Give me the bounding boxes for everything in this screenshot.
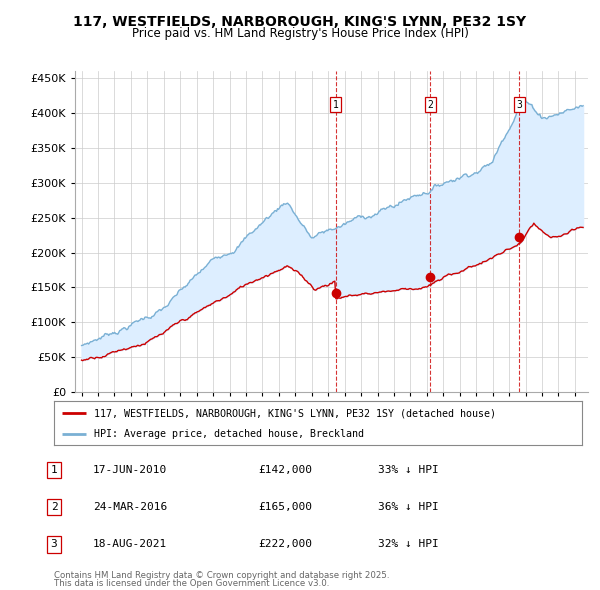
Text: 24-MAR-2016: 24-MAR-2016	[93, 502, 167, 512]
Text: 2: 2	[428, 100, 433, 110]
Text: £142,000: £142,000	[258, 465, 312, 475]
Text: 3: 3	[50, 539, 58, 549]
Text: 117, WESTFIELDS, NARBOROUGH, KING'S LYNN, PE32 1SY: 117, WESTFIELDS, NARBOROUGH, KING'S LYNN…	[73, 15, 527, 29]
Text: 3: 3	[517, 100, 523, 110]
Text: 18-AUG-2021: 18-AUG-2021	[93, 539, 167, 549]
Text: 1: 1	[50, 465, 58, 475]
Text: 36% ↓ HPI: 36% ↓ HPI	[378, 502, 439, 512]
Text: Price paid vs. HM Land Registry's House Price Index (HPI): Price paid vs. HM Land Registry's House …	[131, 27, 469, 40]
Text: £222,000: £222,000	[258, 539, 312, 549]
Text: 32% ↓ HPI: 32% ↓ HPI	[378, 539, 439, 549]
Text: 2: 2	[50, 502, 58, 512]
Text: 117, WESTFIELDS, NARBOROUGH, KING'S LYNN, PE32 1SY (detached house): 117, WESTFIELDS, NARBOROUGH, KING'S LYNN…	[94, 408, 496, 418]
Text: This data is licensed under the Open Government Licence v3.0.: This data is licensed under the Open Gov…	[54, 579, 329, 588]
Text: £165,000: £165,000	[258, 502, 312, 512]
Text: HPI: Average price, detached house, Breckland: HPI: Average price, detached house, Brec…	[94, 428, 364, 438]
Text: 17-JUN-2010: 17-JUN-2010	[93, 465, 167, 475]
Text: 33% ↓ HPI: 33% ↓ HPI	[378, 465, 439, 475]
Text: Contains HM Land Registry data © Crown copyright and database right 2025.: Contains HM Land Registry data © Crown c…	[54, 571, 389, 579]
Text: 1: 1	[333, 100, 339, 110]
